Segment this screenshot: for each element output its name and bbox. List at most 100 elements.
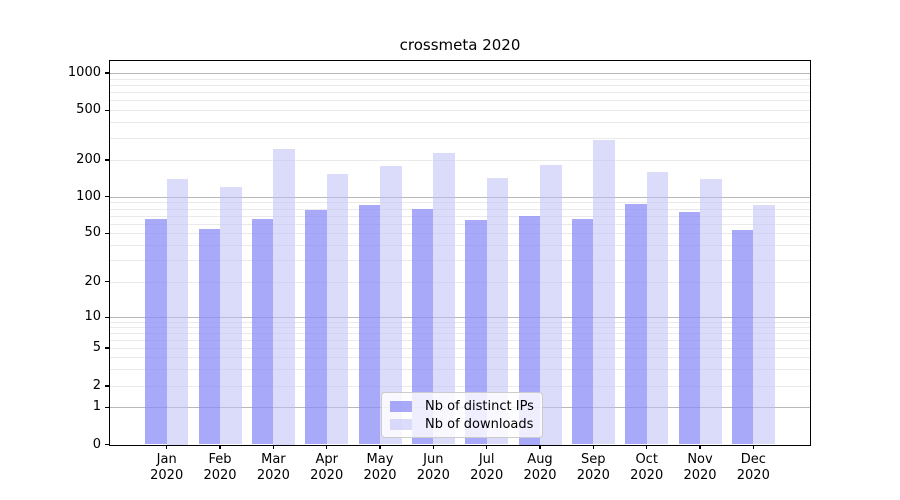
minor-gridline-50 [110,233,810,235]
x-tick-oct [646,444,648,449]
y-tick-label-2: 2 [92,378,101,393]
bar-mar-ips [251,218,274,445]
minor-gridline-6 [110,339,810,341]
plot-area [110,60,810,445]
bar-dec-ips [731,230,754,445]
y-tick-5 [105,347,110,349]
bar-aug-downloads [540,165,562,445]
x-tick-label-oct: Oct 2020 [630,452,664,483]
minor-gridline-70 [110,215,810,217]
minor-gridline-900 [110,78,810,80]
x-tick-label-mar: Mar 2020 [256,452,290,483]
x-tick-may [379,444,381,449]
bar-may-downloads [380,165,402,445]
y-tick-10 [105,316,110,318]
minor-gridline-800 [110,85,810,86]
minor-gridline-400 [110,122,810,124]
x-tick-label-nov: Nov 2020 [683,452,717,483]
bar-nov-downloads [700,179,722,445]
minor-gridline-5 [110,348,810,349]
bar-sep-ips [571,218,594,445]
x-tick-jul [486,444,488,449]
minor-gridline-80 [110,208,810,210]
legend-item-distinct-ips: Nb of distinct IPs [390,397,534,415]
bar-jun-ips [411,209,434,445]
y-tick-label-1000: 1000 [67,65,101,80]
y-tick-50 [105,232,110,234]
x-tick-aug [539,444,541,449]
minor-gridline-8 [110,327,810,329]
minor-gridline-2 [110,386,810,387]
y-tick-20 [105,281,110,283]
bar-dec-downloads [753,205,775,445]
bar-mar-downloads [273,149,295,445]
legend-swatch-distinct-ips [390,400,412,412]
y-tick-label-500: 500 [76,102,101,118]
y-tick-1000 [105,72,110,74]
minor-gridline-3 [110,369,810,371]
minor-gridline-60 [110,223,810,225]
minor-gridline-7 [110,333,810,335]
x-tick-label-sep: Sep 2020 [576,452,610,483]
bar-feb-downloads [220,186,242,445]
bar-oct-downloads [646,171,669,445]
y-tick-500 [105,109,110,111]
bar-jun-downloads [433,153,455,445]
y-tick-label-50: 50 [84,225,101,241]
bar-jan-downloads [166,178,189,445]
minor-gridline-4 [110,357,810,359]
x-tick-label-dec: Dec 2020 [736,452,770,483]
y-tick-label-5: 5 [92,340,101,355]
bar-jul-ips [465,220,487,445]
chart-title: crossmeta 2020 [399,36,521,54]
major-gridline-100 [110,196,810,198]
bar-apr-ips [305,209,327,445]
bar-aug-ips [518,215,540,445]
bar-jul-downloads [486,177,509,445]
y-tick-label-0: 0 [92,436,101,452]
major-gridline-1000 [110,73,810,74]
x-tick-jun [432,444,434,449]
y-tick-1 [105,406,110,408]
x-tick-label-apr: Apr 2020 [310,452,344,483]
x-tick-sep [592,444,594,449]
legend-label-distinct-ips: Nb of distinct IPs [425,398,534,414]
y-tick-label-100: 100 [76,188,101,204]
x-tick-label-jul: Jul 2020 [470,452,504,483]
minor-gridline-90 [110,202,810,204]
legend-item-downloads: Nb of downloads [390,415,534,433]
minor-gridline-9 [110,322,810,323]
y-tick-0 [105,443,110,446]
bar-feb-ips [198,229,220,445]
minor-gridline-40 [110,245,810,247]
minor-gridline-30 [110,260,810,262]
legend: Nb of distinct IPs Nb of downloads [381,392,543,438]
minor-gridline-600 [110,100,810,102]
bar-oct-ips [625,204,647,445]
minor-gridline-500 [110,110,810,112]
minor-gridline-700 [110,92,810,94]
bar-sep-downloads [593,139,615,445]
bar-jan-ips [145,218,167,445]
y-tick-label-10: 10 [84,309,101,325]
legend-label-downloads: Nb of downloads [425,416,534,432]
x-tick-feb [219,444,221,449]
x-tick-dec [752,444,754,449]
minor-gridline-200 [110,160,810,161]
x-tick-label-jan: Jan 2020 [150,452,184,483]
bar-may-ips [358,205,380,445]
bar-nov-ips [678,211,700,445]
bar-apr-downloads [326,174,349,445]
x-tick-mar [272,444,274,449]
major-gridline-10 [110,317,810,319]
x-tick-apr [326,444,328,449]
y-tick-100 [105,196,110,198]
legend-swatch-downloads [390,418,412,430]
x-tick-label-aug: Aug 2020 [523,452,557,483]
y-tick-label-200: 200 [76,152,101,167]
y-tick-2 [105,385,110,387]
y-tick-label-20: 20 [84,273,101,289]
minor-gridline-300 [110,138,810,139]
x-tick-label-may: May 2020 [363,452,397,483]
